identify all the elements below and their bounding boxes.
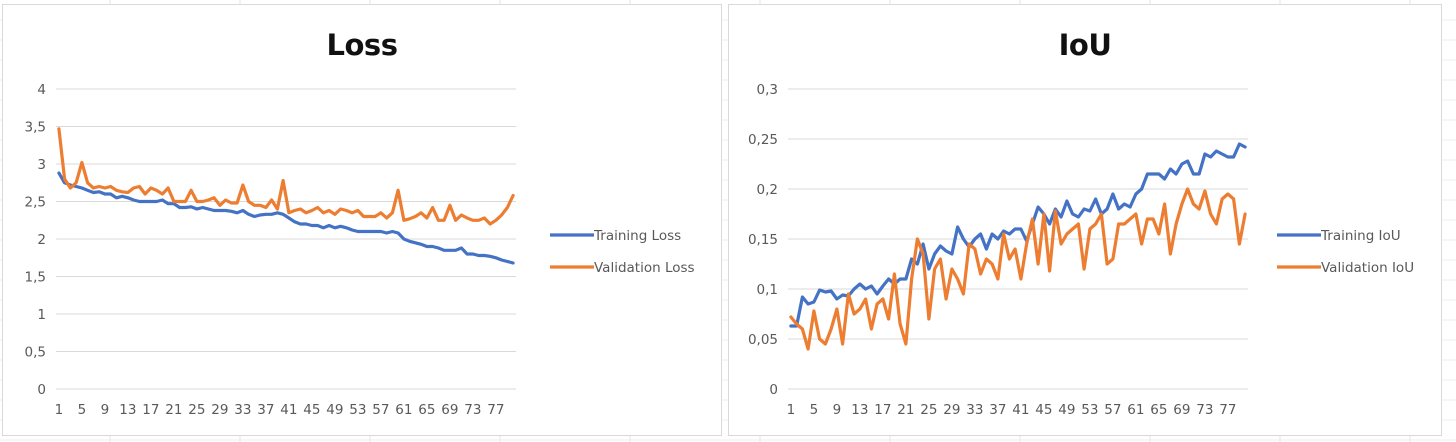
- x-tick-label: 45: [303, 402, 320, 418]
- x-tick-label: 29: [211, 402, 228, 418]
- x-tick-label: 77: [487, 402, 504, 418]
- x-tick-label: 5: [78, 402, 87, 418]
- x-tick-label: 1: [787, 402, 796, 418]
- y-tick-label: 2: [37, 232, 46, 248]
- chart-title: IoU: [1058, 28, 1112, 62]
- y-tick-label: 0,25: [748, 132, 778, 148]
- y-tick-label: 0,1: [757, 282, 778, 298]
- x-tick-label: 77: [1219, 402, 1236, 418]
- x-tick-label: 73: [464, 402, 481, 418]
- x-tick-label: 61: [1127, 402, 1144, 418]
- legend-label: Validation Loss: [594, 260, 695, 276]
- x-tick-label: 61: [395, 402, 412, 418]
- x-tick-label: 9: [101, 402, 110, 418]
- y-tick-label: 0,05: [748, 332, 778, 348]
- y-tick-label: 3,5: [25, 120, 46, 136]
- x-tick-label: 49: [326, 402, 343, 418]
- legend-label: Validation IoU: [1321, 260, 1414, 276]
- x-tick-label: 45: [1035, 402, 1052, 418]
- y-tick-label: 0: [769, 382, 778, 398]
- x-tick-label: 9: [833, 402, 842, 418]
- iou-chart-plot: 0 0,05 0,1 0,15 0,2 0,25 0,3 1 5 9 13 17 21 25 29 33 37 4…: [748, 82, 1414, 418]
- iou-chart[interactable]: IoU 0 0,05 0,1 0,15 0,2 0,25 0,3 1 5 9 13 17 21 25 29 3…: [728, 4, 1442, 436]
- x-tick-label: 13: [851, 402, 868, 418]
- loss-chart[interactable]: Loss 0 0,5 1 1,5 2 2,5 3 3,5 4 1 5 9 13 17 21 25 29 33 37 4…: [2, 4, 722, 436]
- y-tick-label: 1: [37, 307, 46, 323]
- x-tick-label: 17: [874, 402, 891, 418]
- y-tick-label: 0: [37, 382, 46, 398]
- x-tick-label: 57: [372, 402, 389, 418]
- x-tick-label: 21: [165, 402, 182, 418]
- x-tick-label: 65: [1150, 402, 1167, 418]
- loss-chart-plot: 00,511,522,533,541 5 9 13 17 21 25 29 33 37 41 45 49…: [25, 82, 695, 418]
- y-tick-label: 0,3: [757, 82, 778, 98]
- x-tick-label: 69: [1173, 402, 1190, 418]
- x-tick-label: 41: [1012, 402, 1029, 418]
- series-line-training-loss[interactable]: [57, 171, 515, 265]
- x-tick-label: 37: [989, 402, 1006, 418]
- series-line-training-iou[interactable]: [789, 142, 1247, 328]
- y-tick-label: 4: [37, 82, 46, 98]
- x-tick-label: 65: [418, 402, 435, 418]
- x-tick-label: 1: [55, 402, 64, 418]
- x-tick-label: 25: [920, 402, 937, 418]
- x-tick-label: 53: [349, 402, 366, 418]
- series-line-validation-loss[interactable]: [57, 127, 515, 226]
- x-tick-label: 37: [257, 402, 274, 418]
- x-tick-label: 49: [1058, 402, 1075, 418]
- x-tick-label: 53: [1081, 402, 1098, 418]
- x-tick-label: 33: [966, 402, 983, 418]
- x-tick-label: 29: [943, 402, 960, 418]
- y-tick-label: 0,2: [757, 182, 778, 198]
- x-tick-label: 17: [142, 402, 159, 418]
- series-line-validation-iou[interactable]: [789, 187, 1247, 351]
- y-tick-label: 0,15: [748, 232, 778, 248]
- x-tick-label: 33: [234, 402, 251, 418]
- x-tick-label: 21: [897, 402, 914, 418]
- chart-title: Loss: [326, 28, 398, 62]
- y-tick-label: 2,5: [25, 195, 46, 211]
- y-tick-label: 0,5: [25, 345, 46, 361]
- legend-label: Training Loss: [593, 228, 681, 244]
- x-tick-label: 5: [810, 402, 819, 418]
- x-tick-label: 69: [441, 402, 458, 418]
- x-tick-label: 73: [1196, 402, 1213, 418]
- x-tick-label: 41: [280, 402, 297, 418]
- legend-label: Training IoU: [1320, 228, 1401, 244]
- x-tick-label: 57: [1104, 402, 1121, 418]
- x-tick-label: 13: [119, 402, 136, 418]
- x-tick-label: 25: [188, 402, 205, 418]
- y-tick-label: 1,5: [25, 270, 46, 286]
- y-tick-label: 3: [37, 157, 46, 173]
